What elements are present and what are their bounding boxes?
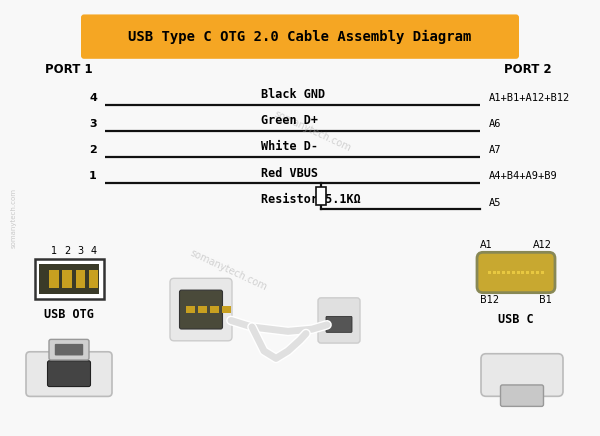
Bar xyxy=(76,270,85,288)
Text: White D-: White D- xyxy=(261,140,318,153)
Text: A7: A7 xyxy=(489,145,502,155)
Bar xyxy=(49,270,59,288)
Bar xyxy=(526,271,529,274)
Bar xyxy=(531,271,534,274)
Bar xyxy=(40,264,98,294)
FancyBboxPatch shape xyxy=(179,290,223,329)
Bar xyxy=(187,306,196,313)
Text: USB OTG: USB OTG xyxy=(44,308,94,321)
FancyBboxPatch shape xyxy=(81,14,519,59)
Bar xyxy=(517,271,520,274)
FancyBboxPatch shape xyxy=(49,339,89,360)
Bar xyxy=(502,271,505,274)
Text: 3: 3 xyxy=(89,119,97,129)
Text: USB Type C OTG 2.0 Cable Assembly Diagram: USB Type C OTG 2.0 Cable Assembly Diagra… xyxy=(128,30,472,44)
Text: B12: B12 xyxy=(480,294,499,304)
Text: 4: 4 xyxy=(91,246,97,256)
FancyBboxPatch shape xyxy=(170,278,232,341)
Text: somanytech.com: somanytech.com xyxy=(188,248,268,293)
Bar xyxy=(316,187,326,205)
FancyBboxPatch shape xyxy=(500,385,544,406)
Bar xyxy=(488,271,491,274)
Text: Red VBUS: Red VBUS xyxy=(261,167,318,180)
FancyBboxPatch shape xyxy=(55,344,83,355)
Bar xyxy=(211,306,220,313)
Text: A5: A5 xyxy=(489,198,502,208)
Text: 1: 1 xyxy=(89,171,97,181)
Bar xyxy=(493,271,496,274)
Text: 1: 1 xyxy=(51,246,57,256)
Text: PORT 1: PORT 1 xyxy=(45,63,92,76)
Text: Black GND: Black GND xyxy=(261,88,325,101)
FancyBboxPatch shape xyxy=(35,259,104,299)
FancyBboxPatch shape xyxy=(326,317,352,332)
Bar xyxy=(512,271,515,274)
Text: A1: A1 xyxy=(480,240,493,249)
Text: 2: 2 xyxy=(89,145,97,155)
FancyBboxPatch shape xyxy=(318,298,360,343)
Bar xyxy=(541,271,544,274)
Text: B1: B1 xyxy=(539,294,552,304)
Bar xyxy=(223,306,232,313)
Text: Resistor 5.1KΩ: Resistor 5.1KΩ xyxy=(261,193,361,206)
FancyBboxPatch shape xyxy=(477,252,555,293)
Bar xyxy=(89,270,98,288)
Text: 4: 4 xyxy=(89,93,97,103)
Bar xyxy=(521,271,524,274)
Text: USB C: USB C xyxy=(498,313,534,326)
Text: A12: A12 xyxy=(533,240,552,249)
Text: 3: 3 xyxy=(77,246,83,256)
Text: Green D+: Green D+ xyxy=(261,114,318,127)
Bar xyxy=(497,271,500,274)
Text: somanytech.com: somanytech.com xyxy=(272,109,352,153)
FancyBboxPatch shape xyxy=(26,352,112,396)
FancyBboxPatch shape xyxy=(481,354,563,396)
Bar xyxy=(62,270,72,288)
Text: A1+B1+A12+B12: A1+B1+A12+B12 xyxy=(489,93,570,103)
Text: somanytech.com: somanytech.com xyxy=(10,188,16,248)
FancyBboxPatch shape xyxy=(47,361,91,387)
Bar xyxy=(536,271,539,274)
Text: A6: A6 xyxy=(489,119,502,129)
Text: 2: 2 xyxy=(64,246,70,256)
Bar xyxy=(198,306,208,313)
Text: PORT 2: PORT 2 xyxy=(505,63,552,76)
Bar xyxy=(507,271,510,274)
Text: A4+B4+A9+B9: A4+B4+A9+B9 xyxy=(489,171,558,181)
